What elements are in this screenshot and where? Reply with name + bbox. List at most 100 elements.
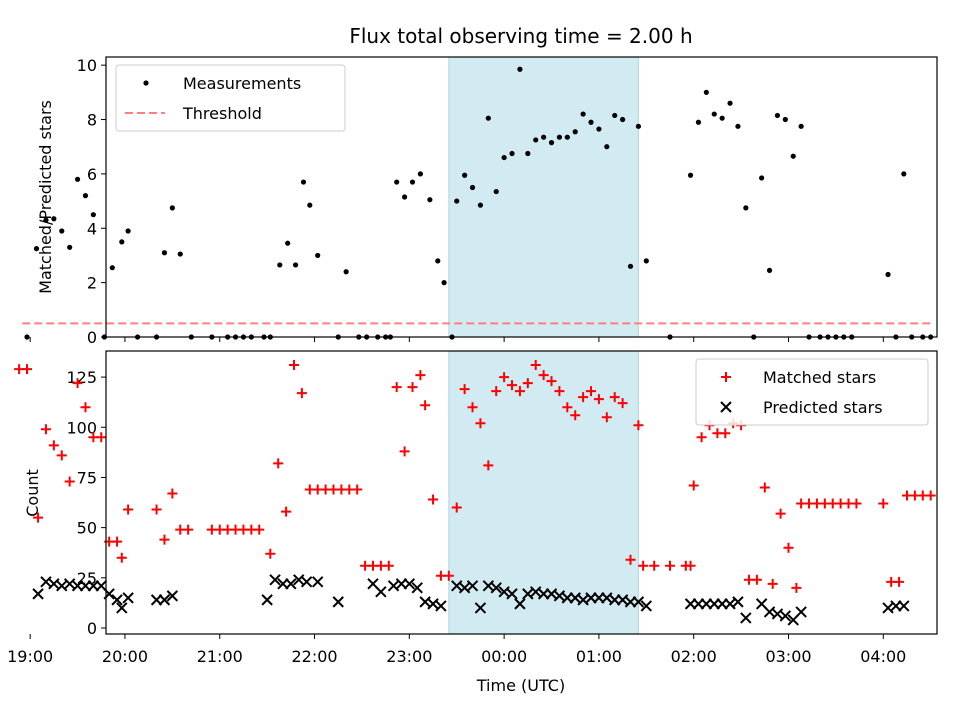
predicted-stars-point <box>166 590 179 602</box>
matched-stars-point <box>570 410 581 421</box>
measurement-point <box>572 129 578 135</box>
top-y-axis-label: Matched/Predicted stars <box>36 100 55 294</box>
measurement-point <box>462 172 468 178</box>
legend-label: Threshold <box>182 104 262 123</box>
matched-stars-point <box>112 536 123 547</box>
x-tick-label: 04:00 <box>860 647 906 666</box>
measurement-point <box>307 202 313 208</box>
measurement-point <box>409 179 416 185</box>
predicted-stars-point <box>116 602 128 614</box>
matched-stars-point <box>586 386 597 397</box>
matched-stars-point <box>522 378 533 389</box>
predicted-stars-point <box>732 596 744 608</box>
measurement-point <box>604 144 610 150</box>
predicted-stars-point <box>898 600 910 612</box>
matched-stars-point <box>562 402 573 413</box>
y-tick-label: 0 <box>87 328 97 347</box>
measurement-point <box>556 134 563 140</box>
measurement-point <box>300 179 307 185</box>
predicted-stars-point <box>640 600 653 612</box>
predicted-stars-point <box>300 576 313 588</box>
matched-stars-point <box>783 542 794 553</box>
legend: Measurements Threshold <box>115 64 346 132</box>
x-tick-label: 23:00 <box>386 647 432 666</box>
measurement-point <box>596 126 602 132</box>
measurement-point <box>759 175 765 181</box>
predicted-stars-point <box>779 610 792 622</box>
measurement-point <box>525 150 531 157</box>
chart-title: Flux total observing time = 2.00 h <box>349 24 692 48</box>
measurement-point <box>33 246 40 252</box>
matched-stars-point <box>281 506 292 517</box>
x-tick-label: 22:00 <box>291 647 337 666</box>
measurement-point <box>119 239 125 245</box>
measurement-point <box>711 111 717 117</box>
matched-stars-point <box>467 402 478 413</box>
measurement-point <box>533 137 539 143</box>
bottom-panel: 19:00 20:00 21:00 22:00 23:00 00:00 01:00 02:00… <box>7 350 938 666</box>
measurement-point <box>417 171 423 177</box>
matched-stars-point <box>48 440 59 451</box>
matched-stars-point <box>665 560 676 571</box>
matched-stars-point <box>254 524 265 535</box>
measurement-point <box>277 262 283 268</box>
predicted-stars-point <box>411 582 423 594</box>
matched-stars-point <box>483 460 494 471</box>
measurement-point <box>766 267 773 273</box>
matched-stars-point <box>265 548 276 559</box>
y-tick-label: 8 <box>87 111 97 130</box>
measurement-point <box>635 123 642 129</box>
y-tick-label: 0 <box>87 619 97 638</box>
measurement-point <box>612 112 618 119</box>
y-tick-label: 10 <box>77 56 97 75</box>
measurement-point <box>292 262 299 268</box>
matched-stars-point <box>420 400 431 411</box>
matched-stars-point <box>775 508 786 519</box>
matched-stars-point <box>383 560 394 571</box>
legend-label: Predicted stars <box>763 398 883 417</box>
matched-stars-point <box>116 552 127 563</box>
legend-marker <box>720 401 732 413</box>
matched-stars-point <box>64 476 75 487</box>
predicted-stars-point <box>269 574 281 586</box>
measurement-point <box>687 172 694 178</box>
measurement-point <box>485 115 491 121</box>
predicted-stars-point <box>332 596 344 608</box>
matched-stars-point <box>399 446 410 457</box>
measurement-point <box>901 171 907 177</box>
predicted-stars-point <box>466 580 479 592</box>
matched-stars-point <box>720 428 731 439</box>
measurement-point <box>790 153 796 159</box>
predicted-stars-point <box>506 588 518 600</box>
matched-stars-point <box>183 524 194 535</box>
measurement-point <box>469 184 476 191</box>
measurement-point <box>43 217 49 223</box>
predicted-stars-point <box>261 594 273 606</box>
matched-stars-point <box>491 386 502 397</box>
measurement-point <box>564 134 570 140</box>
matched-stars-point <box>407 382 418 393</box>
predicted-stars-point <box>311 576 324 588</box>
y-tick-label: 125 <box>66 368 97 387</box>
measurement-point <box>401 194 408 200</box>
predicted-stars-point <box>514 598 526 610</box>
x-tick-label: 21:00 <box>197 647 243 666</box>
shaded-time-span <box>448 350 639 635</box>
predicted-stars-point <box>158 594 171 606</box>
x-tick-label: 00:00 <box>481 647 527 666</box>
measurement-point <box>285 240 291 246</box>
measurement-point <box>695 119 702 125</box>
measurement-point <box>82 193 89 199</box>
matched-stars-point <box>80 402 91 413</box>
measurement-point <box>90 212 96 218</box>
matched-stars-point <box>638 560 649 571</box>
measurement-point <box>454 198 460 204</box>
matched-stars-point <box>688 480 699 491</box>
measurement-point <box>719 115 725 121</box>
matched-stars-point <box>451 502 462 513</box>
predicted-stars-point <box>632 596 645 608</box>
measurement-point <box>161 250 168 256</box>
x-tick-label: 01:00 <box>576 647 622 666</box>
measurement-point <box>782 116 788 123</box>
